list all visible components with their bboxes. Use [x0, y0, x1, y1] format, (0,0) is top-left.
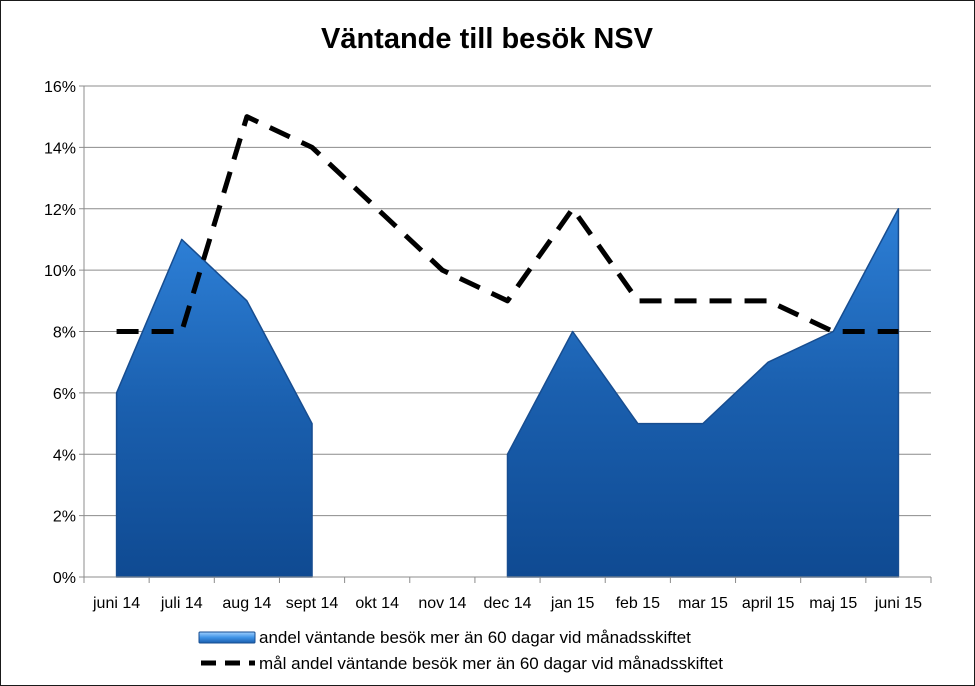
x-tick-label: sept 14 [286, 595, 339, 612]
x-tick-label: okt 14 [355, 595, 399, 612]
y-tick-label: 14% [44, 140, 76, 157]
target-line-series [116, 114, 899, 334]
area-segment [506, 208, 900, 578]
y-axis-tick-labels: 0% 2% 4% 6% 8% 10% 12% 14% 16% [44, 79, 76, 587]
y-tick-label: 8% [53, 325, 76, 342]
x-tick-label: april 15 [742, 595, 795, 612]
target-line [116, 114, 899, 334]
y-tick-label: 10% [44, 263, 76, 280]
x-tick-label: juli 14 [160, 595, 203, 612]
y-tick-label: 16% [44, 79, 76, 96]
x-tick-label: aug 14 [222, 595, 271, 612]
legend-label-target-line: mål andel väntande besök mer än 60 dagar… [259, 654, 723, 673]
chart-title: Väntande till besök NSV [321, 23, 654, 55]
x-axis-tick-labels: juni 14 juli 14 aug 14 sept 14 okt 14 nov 14 d… [92, 595, 922, 612]
y-tick-label: 0% [53, 570, 76, 587]
x-tick-label: juni 15 [874, 595, 922, 612]
x-tick-label: jan 15 [550, 595, 595, 612]
x-tick-label: maj 15 [809, 595, 857, 612]
legend-swatch-area [198, 631, 256, 644]
y-tick-label: 6% [53, 386, 76, 403]
y-tick-label: 4% [53, 447, 76, 464]
x-tick-label: dec 14 [483, 595, 531, 612]
x-tick-label: nov 14 [418, 595, 466, 612]
y-tick-label: 2% [53, 509, 76, 526]
legend-label-area: andel väntande besök mer än 60 dagar vid… [259, 628, 691, 647]
y-tick-label: 12% [44, 202, 76, 219]
x-tick-label: feb 15 [616, 595, 661, 612]
x-tick-label: mar 15 [678, 595, 728, 612]
x-tick-label: juni 14 [92, 595, 140, 612]
area-series [115, 208, 900, 578]
legend: andel väntande besök mer än 60 dagar vid… [198, 628, 723, 673]
area-segment [115, 238, 313, 578]
axes [83, 86, 932, 583]
